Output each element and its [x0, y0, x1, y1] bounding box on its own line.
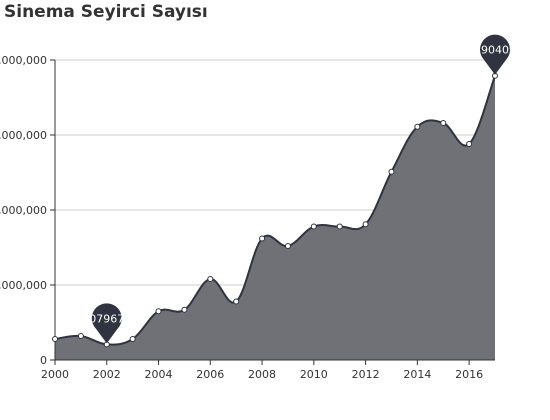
x-tick-label: 2002	[93, 368, 121, 381]
data-point	[336, 223, 343, 230]
data-point	[362, 221, 369, 228]
data-point	[233, 298, 240, 305]
data-point	[466, 141, 473, 147]
x-tick-label: 2010	[300, 368, 328, 381]
y-tick-label: 0	[40, 354, 47, 367]
data-point	[310, 223, 317, 230]
x-tick-label: 2014	[403, 368, 431, 381]
x-tick-label: 2008	[248, 368, 276, 381]
y-tick-label: 0,000,000	[0, 204, 47, 217]
data-point	[284, 243, 291, 249]
marker-label: 2079671	[82, 312, 131, 325]
y-tick-label: 0,000,000	[0, 54, 47, 67]
data-point	[259, 235, 266, 242]
axes: 0 0,000,000 0,000,000 0,000,000 0,000,000 200…	[0, 54, 495, 381]
x-tick-label: 2012	[352, 368, 380, 381]
data-point	[77, 333, 84, 339]
marker-pin	[479, 34, 510, 75]
data-point	[207, 276, 214, 282]
data-points	[52, 72, 498, 348]
data-point	[129, 336, 136, 342]
data-point	[440, 120, 447, 126]
x-tick-label: 2000	[41, 368, 69, 381]
y-tick-label: 0,000,000	[0, 279, 47, 292]
marker-label: 37904091	[467, 44, 523, 57]
value-markers: 2079671 37904091	[82, 34, 523, 344]
area-fill	[55, 75, 495, 361]
y-tick-label: 0,000,000	[0, 129, 47, 142]
x-tick-label: 2004	[145, 368, 173, 381]
data-point	[388, 168, 395, 175]
chart-title: Sinema Seyirci Sayısı	[4, 2, 208, 22]
marker-pin	[91, 303, 122, 344]
data-point	[155, 308, 162, 315]
x-tick-label: 2006	[196, 368, 224, 381]
data-point	[52, 336, 58, 342]
data-point	[414, 123, 421, 130]
x-tick-label: 2016	[455, 368, 483, 381]
data-point	[181, 306, 188, 313]
